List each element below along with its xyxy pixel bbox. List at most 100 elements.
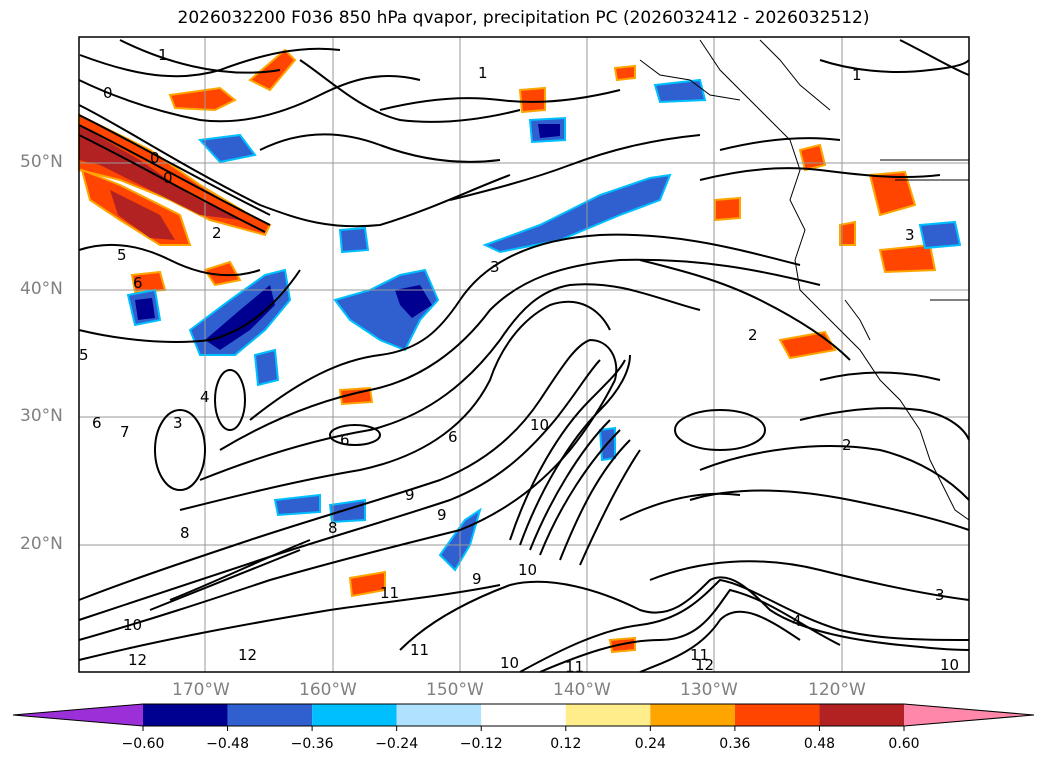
contour-label: 6: [340, 431, 350, 449]
precip-negative-core: [538, 124, 560, 138]
colorbar-tick-label: 0.12: [550, 736, 581, 752]
colorbar-tick-label: −0.60: [122, 736, 165, 752]
precip-positive-patch: [839, 220, 856, 246]
colorbar-segment: [819, 704, 904, 726]
contour-label: 10: [123, 616, 142, 634]
colorbar-tick-label: 0.36: [719, 736, 750, 752]
contour-label: 11: [380, 584, 399, 602]
precip-positive-patch: [518, 86, 546, 114]
colorbar-segment: [734, 704, 820, 726]
contour-label: 1: [478, 64, 488, 82]
coastlines: [639, 39, 970, 521]
contour-label: 9: [437, 506, 447, 524]
precip-negative-patch: [918, 220, 962, 250]
contour-label: 11: [690, 646, 709, 664]
contour-label: 10: [940, 656, 959, 674]
contour-label: 2: [842, 436, 852, 454]
colorbar-tick-label: −0.24: [375, 736, 418, 752]
contour-label: 11: [565, 658, 584, 676]
contour-label: 4: [200, 388, 210, 406]
contour-label: 7: [120, 423, 130, 441]
colorbar-segment: [650, 704, 735, 726]
latitude-label: 50°N: [20, 152, 63, 172]
colorbar: −0.60 −0.48 −0.36 −0.24 −0.12 0.12 0.24 0.36 0.4…: [12, 703, 1035, 752]
precip-negative-patch: [338, 226, 370, 254]
contour-label: 10: [518, 561, 537, 579]
colorbar-tick-label: −0.48: [206, 736, 249, 752]
contour-label: 9: [472, 570, 482, 588]
precip-positive-patch: [798, 143, 827, 172]
colorbar-segment: [481, 704, 566, 726]
contour-label: 6: [133, 274, 143, 292]
precip-positive-core: [79, 125, 240, 220]
longitude-label: 150°W: [426, 680, 484, 700]
contour-label: 3: [490, 258, 500, 276]
contour-label: 3: [905, 226, 915, 244]
precip-negative-core: [205, 285, 275, 350]
map-gridlines: [79, 37, 969, 672]
contour-label: 12: [695, 656, 714, 674]
contour-label: 11: [410, 641, 429, 659]
precip-negative-patch: [197, 133, 257, 164]
precip-positive-patch: [613, 64, 636, 82]
contour-label: 8: [180, 524, 190, 542]
colorbar-segment: [565, 704, 651, 726]
colorbar-extend-high: [904, 704, 1034, 726]
contour-label: 6: [448, 428, 458, 446]
precip-positive-patch: [714, 196, 741, 222]
contour-label: 3: [173, 414, 183, 432]
contour-label: 12: [238, 646, 257, 664]
precip-negative-core: [135, 298, 155, 320]
colorbar-tick-label: 0.48: [804, 736, 835, 752]
contour-label: 6: [92, 414, 102, 432]
precip-negative-patch: [253, 348, 280, 387]
contour-labels: 1 0 0 0 5 6 2 3 4 5 6 7 8 8 9 9 9 10 10 …: [79, 46, 959, 676]
colorbar-segment: [227, 704, 313, 726]
precip-positive-patch: [778, 330, 837, 360]
longitude-label: 120°W: [808, 680, 866, 700]
longitude-label: 160°W: [299, 680, 357, 700]
precip-negative-patch: [273, 493, 321, 517]
precip-negative-band: [482, 173, 672, 254]
precip-negative-patch: [653, 78, 707, 104]
colorbar-tick-label: 0.24: [635, 736, 666, 752]
map-title: 2026032200 F036 850 hPa qvapor, precipit…: [177, 8, 870, 28]
contour-label: 0: [103, 84, 113, 102]
precip-positive-patch: [203, 260, 242, 287]
contour-label: 5: [117, 246, 127, 264]
contour-label: 1: [852, 66, 862, 84]
latitude-label: 30°N: [20, 406, 63, 426]
precip-positive-patch: [248, 48, 297, 92]
contour-label: 10: [530, 416, 549, 434]
colorbar-tick-label: −0.36: [291, 736, 334, 752]
precip-positive-patch: [168, 86, 237, 112]
closed-contours: [154, 369, 766, 491]
colorbar-extend-low: [13, 704, 143, 726]
contour-label: 12: [128, 651, 147, 669]
precip-positive-patch: [348, 570, 386, 598]
contour-label: 2: [212, 224, 222, 242]
contour-label: 1: [158, 46, 168, 64]
longitude-label: 170°W: [172, 680, 230, 700]
precip-negative-core: [395, 285, 432, 318]
longitude-label: 130°W: [680, 680, 738, 700]
precip-shading: [78, 48, 962, 654]
contour-label: 8: [328, 519, 338, 537]
contour-label: 9: [405, 486, 415, 504]
contour-label: 4: [792, 612, 802, 630]
map-frame: [78, 36, 970, 673]
longitude-label: 140°W: [553, 680, 611, 700]
colorbar-tick-label: 0.60: [888, 736, 919, 752]
qvapor-contours: [78, 39, 970, 673]
contour-label: 10: [500, 654, 519, 672]
contour-label: 3: [935, 586, 945, 604]
colorbar-segment: [143, 704, 228, 726]
latitude-label: 40°N: [20, 279, 63, 299]
precip-positive-core: [110, 190, 175, 240]
colorbar-segment: [312, 704, 397, 726]
contour-label: 5: [79, 346, 89, 364]
colorbar-tick-label: −0.12: [460, 736, 503, 752]
contour-label: 2: [748, 326, 758, 344]
contour-label: 0: [150, 149, 160, 167]
